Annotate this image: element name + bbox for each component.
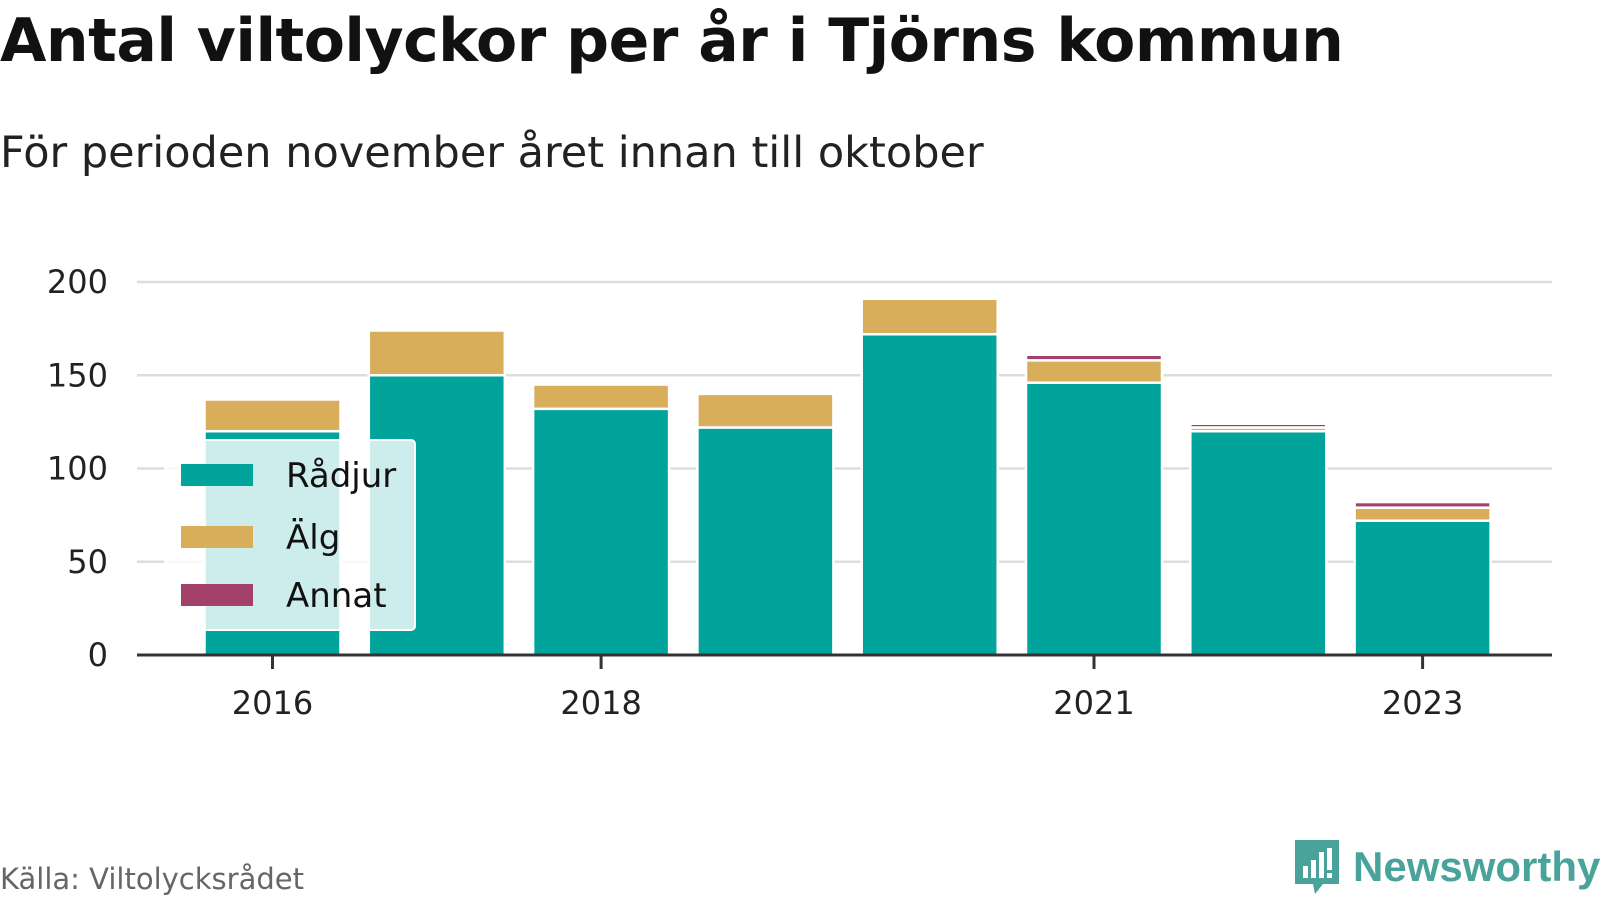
bar-segment bbox=[696, 392, 835, 429]
legend-label: Älg bbox=[286, 518, 340, 558]
legend: Rådjur Älg Annat bbox=[164, 439, 416, 631]
y-tick-label: 50 bbox=[67, 543, 108, 581]
bar-segment bbox=[203, 398, 342, 433]
bar-segment bbox=[1024, 381, 1164, 657]
bar-segment bbox=[367, 329, 507, 377]
legend-label: Rådjur bbox=[286, 456, 396, 496]
bar-segment bbox=[1189, 429, 1328, 657]
bar-segment bbox=[1353, 500, 1492, 509]
bar-segment bbox=[531, 407, 671, 657]
bar-segment bbox=[696, 426, 835, 657]
legend-swatch bbox=[181, 464, 253, 486]
bar-segment bbox=[1189, 422, 1328, 429]
bar-segment bbox=[1024, 353, 1164, 362]
chart-subtitle: För perioden november året innan till ok… bbox=[0, 128, 984, 178]
x-axis-ticks: 2016 2018 2021 2023 bbox=[232, 655, 1463, 722]
y-tick-label: 100 bbox=[47, 450, 108, 488]
bar-segment bbox=[1353, 506, 1492, 522]
x-tick-label: 2016 bbox=[232, 684, 313, 722]
y-tick-label: 150 bbox=[47, 356, 108, 394]
y-tick-label: 0 bbox=[88, 636, 108, 674]
bar-segment bbox=[860, 297, 999, 336]
bar-segment bbox=[860, 332, 999, 657]
y-axis-ticks: 0 50 100 150 200 bbox=[47, 263, 108, 674]
legend-swatch bbox=[181, 526, 253, 548]
brand-name: Newsworthy bbox=[1353, 843, 1600, 890]
x-tick-label: 2021 bbox=[1053, 684, 1134, 722]
bar-segment bbox=[1353, 519, 1492, 657]
newsworthy-logo-icon bbox=[1295, 840, 1339, 894]
brand-logo: Newsworthy bbox=[1293, 838, 1600, 896]
bar-segment bbox=[531, 383, 671, 411]
legend-label: Annat bbox=[286, 576, 387, 616]
y-tick-label: 200 bbox=[47, 263, 108, 301]
legend-swatch bbox=[181, 584, 253, 606]
chart-title: Antal viltolyckor per år i Tjörns kommun bbox=[0, 6, 1344, 76]
x-tick-label: 2023 bbox=[1382, 684, 1463, 722]
bar-segment bbox=[1024, 359, 1164, 384]
legend-box bbox=[164, 439, 416, 631]
x-tick-label: 2018 bbox=[560, 684, 641, 722]
source-note: Källa: Viltolycksrådet bbox=[0, 862, 304, 896]
